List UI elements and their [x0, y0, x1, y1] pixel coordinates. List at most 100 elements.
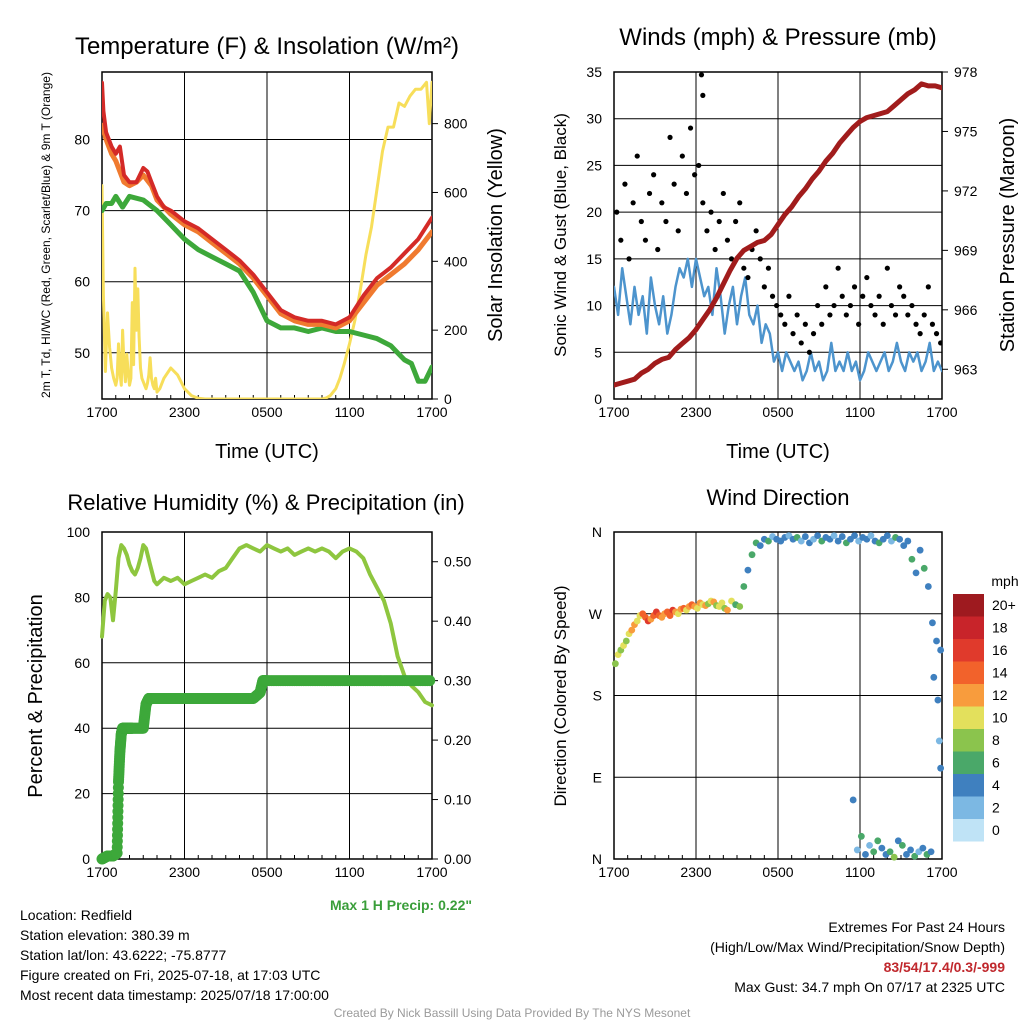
heat-index-line [102, 122, 432, 331]
gust-point [638, 218, 644, 225]
direction-point [724, 606, 731, 614]
y2-tick-label: 0.10 [444, 792, 471, 808]
gust-point [774, 302, 780, 309]
plot-frame [613, 71, 943, 400]
x-tick-label: 1700 [926, 404, 957, 420]
gust-point [913, 321, 919, 327]
credit-line: Created By Nick Bassill Using Data Provi… [333, 1006, 691, 1020]
panel-title: Temperature (F) & Insolation (W/m²) [75, 33, 459, 60]
x-tick-label: 0500 [762, 404, 793, 420]
gust-point [712, 246, 718, 253]
direction-point [894, 837, 902, 845]
direction-point [898, 841, 906, 849]
y2-tick-label: 975 [954, 123, 978, 139]
legend-label: 6 [992, 755, 1000, 771]
legend-swatch [953, 684, 984, 707]
panel-title: Wind Direction [706, 485, 849, 510]
direction-point [718, 599, 726, 607]
gust-point [671, 181, 677, 187]
y-tick-label: 5 [594, 344, 602, 360]
gust-point [765, 265, 772, 271]
gust-point [761, 284, 767, 290]
legend-title: mph [991, 573, 1018, 589]
y-tick-label: 15 [586, 251, 602, 267]
max-precip-annotation: Max 1 H Precip: 0.22" [330, 897, 472, 913]
winds-pressure-panel: Winds (mph) & Pressure (mb) Time (UTC) S… [551, 24, 1019, 463]
y2-tick-label: 963 [954, 361, 978, 377]
direction-point [849, 796, 857, 804]
direction-point [748, 551, 756, 559]
legend-swatch [953, 706, 984, 729]
direction-point [611, 660, 619, 668]
direction-point [900, 542, 908, 550]
y-tick-label: 50 [74, 345, 90, 361]
legend-swatch [953, 594, 984, 617]
gust-point [831, 302, 837, 309]
gust-point [733, 218, 739, 225]
y2-tick-label: 0 [444, 391, 452, 407]
legend-swatch [953, 774, 984, 797]
y2-axis-label: Station Pressure (Maroon) [997, 118, 1019, 353]
y-axis-label: Direction (Colored By Speed) [551, 585, 570, 806]
y-axis-label: 2m T, Td, HI/WC (Red, Green, Scarlet/Blu… [39, 72, 53, 398]
gust-point [753, 228, 759, 234]
extremes-values: 83/54/17.4/0.3/-999 [883, 959, 1005, 975]
gust-point [819, 321, 825, 327]
gust-point [655, 246, 661, 253]
direction-point [740, 583, 748, 590]
legend-label: 20+ [992, 597, 1016, 613]
y-axis-label: Sonic Wind & Gust (Blue, Black) [551, 113, 570, 357]
gust-point [938, 340, 942, 346]
direction-point [765, 537, 772, 545]
gust-point [806, 349, 813, 355]
temperature-insolation-panel: Temperature (F) & Insolation (W/m²) Time… [39, 33, 507, 463]
gust-point [700, 200, 706, 206]
direction-point [908, 555, 916, 563]
station-info: Location: Redfield Station elevation: 38… [20, 905, 329, 1005]
gust-point [698, 72, 705, 78]
y-tick-label: E [593, 769, 602, 785]
gust-point [790, 331, 796, 337]
direction-point [878, 844, 886, 852]
direction-point [935, 737, 943, 745]
legend-swatch [953, 729, 984, 752]
max-gust: Max Gust: 34.7 mph On 07/17 at 2325 UTC [734, 979, 1005, 995]
station-elevation: Station elevation: 380.39 m [20, 927, 190, 943]
gust-point [860, 293, 866, 299]
direction-point [633, 617, 641, 625]
y-tick-label: 0 [82, 851, 90, 867]
direction-point [907, 846, 914, 854]
direction-point [883, 532, 891, 540]
legend-swatch [953, 796, 984, 819]
gust-point [901, 293, 907, 299]
gust-point [810, 331, 817, 337]
temperature-line [102, 80, 432, 327]
gust-point [856, 321, 862, 327]
y-tick-label: 100 [67, 524, 91, 540]
wind-direction-panel: Wind Direction Direction (Colored By Spe… [551, 485, 1019, 880]
gust-point [884, 265, 890, 271]
x-tick-label: 1100 [845, 404, 875, 420]
direction-point [870, 848, 878, 856]
direction-point [853, 846, 861, 854]
direction-point [756, 542, 764, 550]
x-tick-label: 1100 [845, 864, 875, 880]
gust-point [778, 312, 784, 318]
panel-title: Winds (mph) & Pressure (mb) [619, 24, 936, 51]
y-tick-label: 10 [586, 298, 602, 314]
direction-point [866, 841, 873, 849]
direction-point [622, 637, 630, 645]
y-tick-label: 40 [74, 720, 90, 736]
x-tick-label: 0500 [762, 864, 793, 880]
gust-point [933, 331, 940, 337]
x-axis-label: Time (UTC) [726, 441, 830, 463]
gust-point [851, 284, 858, 290]
x-tick-label: 2300 [680, 864, 711, 880]
y-tick-label: 80 [74, 589, 90, 605]
gust-point [925, 284, 931, 290]
direction-point [929, 619, 936, 627]
direction-point [937, 764, 945, 772]
legend-label: 4 [992, 777, 1000, 793]
direction-point [934, 696, 942, 704]
y-tick-label: 20 [586, 204, 602, 220]
